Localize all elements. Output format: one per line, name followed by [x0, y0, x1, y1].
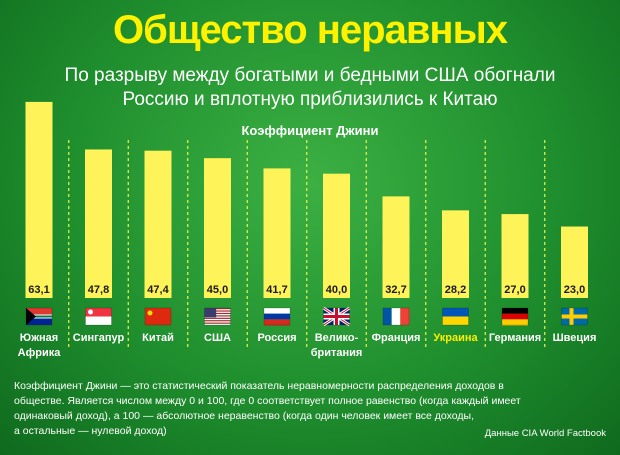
category-label: Россия	[257, 332, 296, 344]
category-label: Сингапур	[73, 332, 125, 344]
category-label: Украина	[433, 332, 478, 344]
bar	[501, 214, 529, 298]
bar	[144, 150, 172, 298]
bar	[561, 226, 588, 298]
bar	[382, 196, 410, 298]
value-label: 41,7	[266, 284, 287, 296]
bar	[263, 168, 291, 298]
category-label: США	[204, 332, 231, 344]
usa-flag-icon	[204, 307, 231, 326]
value-label: 40,0	[326, 284, 347, 296]
chart-subtitle: По разрыву между богатыми и бедными США …	[0, 64, 620, 112]
bar	[85, 149, 112, 298]
metric-label: Коэффициент Джини	[241, 123, 379, 138]
category-label: Китай	[142, 332, 174, 344]
value-label: 28,2	[445, 284, 466, 296]
value-label: 63,1	[28, 284, 49, 296]
footnote: Коэффициент Джини — это статистический п…	[14, 379, 534, 439]
bar	[442, 210, 469, 298]
footnote-line-2: обществе. Является числом между 0 и 100,…	[14, 395, 521, 407]
bar	[204, 158, 231, 298]
france-flag-icon	[382, 307, 410, 326]
value-label: 32,7	[385, 284, 406, 296]
category-label: Южная	[20, 332, 58, 344]
category-label: Германия	[489, 332, 541, 344]
chart-title: Общество неравных	[113, 8, 508, 52]
value-label: 27,0	[504, 284, 525, 296]
sweden-flag-icon	[561, 307, 588, 326]
category-label: Франция	[372, 332, 421, 344]
value-label: 47,8	[88, 284, 109, 296]
bar	[25, 101, 53, 298]
germany-flag-icon	[501, 307, 529, 326]
bar-chart: 63,1 Южная Африка 47,8 Сингапур 47,4 Китай 45,0…	[18, 101, 597, 359]
bar	[323, 173, 350, 298]
footnote-line-4: а остальные — нулевой доход)	[14, 425, 167, 437]
category-label: Африка	[18, 347, 62, 359]
category-label: Велико-	[315, 332, 359, 344]
value-label: 45,0	[207, 284, 228, 296]
russia-flag-icon	[263, 307, 291, 326]
uk-flag-icon	[322, 306, 351, 327]
category-label: Швеция	[553, 332, 597, 344]
value-label: 23,0	[564, 284, 585, 296]
south-africa-flag-icon	[25, 307, 53, 326]
subtitle-line-1: По разрыву между богатыми и бедными США …	[64, 65, 556, 86]
footnote-line-1: Коэффициент Джини — это статистический п…	[14, 380, 504, 392]
footnote-line-3: одинаковый доход), а 100 — абсолютное не…	[14, 410, 474, 422]
source-credit: Данные CIA World Factbook	[484, 428, 606, 439]
ukraine-flag-icon	[442, 307, 469, 326]
category-label: британия	[311, 347, 363, 359]
singapore-flag-icon	[85, 307, 112, 326]
value-label: 47,4	[147, 284, 169, 296]
subtitle-line-2: Россию и вплотную приблизились к Китаю	[122, 89, 498, 110]
china-flag-icon	[144, 307, 172, 326]
